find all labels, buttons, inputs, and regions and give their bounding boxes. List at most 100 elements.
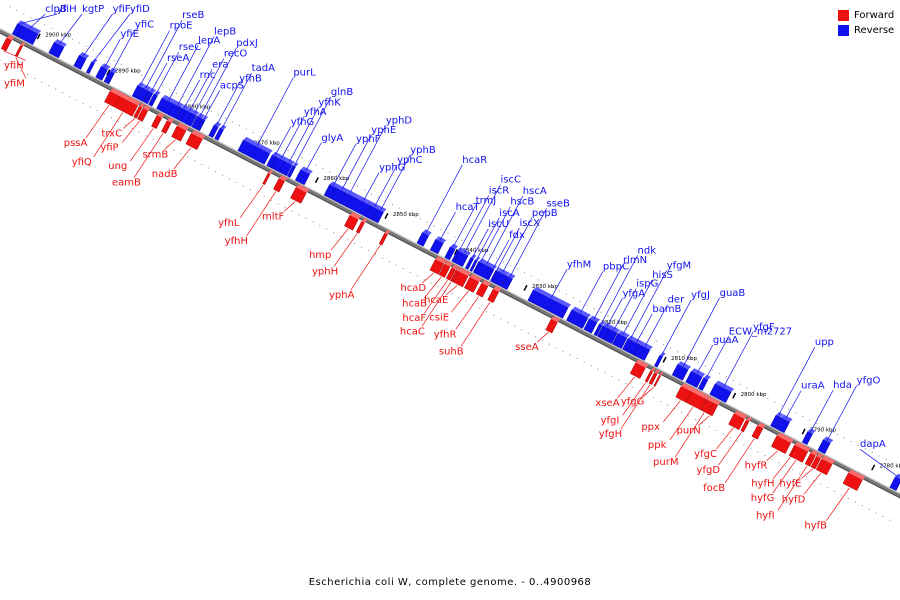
- gene-f-eamB: [161, 120, 172, 134]
- gene-label: hscA: [523, 186, 547, 197]
- guide-dot: [656, 340, 658, 342]
- leader-line: [620, 384, 651, 430]
- guide-dot: [493, 314, 495, 316]
- leader-line: [472, 228, 489, 258]
- guide-dot: [597, 368, 599, 370]
- guide-dot: [669, 347, 672, 349]
- gene-label: yphA: [329, 290, 355, 301]
- gene-r-kgtP-top: [54, 39, 67, 48]
- guide-dot: [27, 74, 29, 76]
- leader-line: [82, 13, 113, 57]
- guide-dot: [523, 272, 526, 274]
- guide-dot: [34, 77, 36, 79]
- guide-dot: [350, 182, 352, 184]
- leader-line: [122, 120, 140, 143]
- gene-r-glnB-top: [292, 162, 299, 167]
- leader-line: [333, 233, 358, 267]
- guide-dot: [618, 379, 620, 381]
- leader-line: [772, 457, 791, 479]
- gene-label: hmp: [309, 250, 331, 261]
- guide-dot: [697, 361, 699, 364]
- gene-f-yfgH-top: [654, 369, 661, 374]
- gene-label: sseB: [546, 198, 570, 209]
- guide-dot: [176, 92, 178, 94]
- leader-line: [439, 211, 456, 241]
- leader-line: [350, 245, 381, 290]
- gene-r-guaA: [685, 370, 703, 388]
- guide-dot: [124, 124, 126, 126]
- gene-f-yfhH: [273, 178, 285, 193]
- guide-dot: [280, 146, 282, 148]
- guide-dot: [683, 354, 686, 356]
- gene-f-ppk-top: [691, 388, 710, 400]
- leader-line: [460, 301, 491, 347]
- gene-label: hcaT: [456, 202, 481, 213]
- gene-f-ppx-top: [681, 383, 695, 392]
- guide-dot: [75, 99, 78, 101]
- gene-f-xseA-top: [635, 359, 649, 368]
- gene-label: yfgI: [601, 415, 620, 426]
- guide-dot: [85, 45, 88, 48]
- gene-label: focB: [703, 483, 725, 494]
- guide-dot: [68, 95, 71, 97]
- gene-label: yphF: [356, 134, 381, 145]
- guide-dot: [516, 268, 519, 270]
- axis-tick-label: 2850 kbp: [393, 212, 419, 218]
- guide-dot: [513, 325, 516, 327]
- guide-dot: [440, 229, 442, 231]
- gene-f-trxC-top: [139, 103, 145, 108]
- gene-f-hyfB-top: [848, 469, 866, 480]
- guide-dot: [548, 343, 550, 345]
- guide-dot: [238, 124, 241, 127]
- guide-dot: [402, 268, 404, 270]
- leader-line: [630, 270, 668, 339]
- guide-dot: [228, 178, 231, 180]
- legend-reverse[interactable]: Reverse: [838, 23, 894, 38]
- gene-f-hyfG-top: [795, 442, 811, 452]
- guide-dot: [430, 282, 432, 284]
- gene-label: yfhL: [218, 218, 240, 229]
- guide-dot: [217, 114, 220, 116]
- leader-line: [606, 298, 623, 327]
- guide-dot: [479, 307, 481, 309]
- gene-f-hyfB: [842, 472, 863, 491]
- gene-r-rlmN: [583, 318, 598, 334]
- gene-r-yfhM-top: [533, 286, 572, 308]
- gene-label: ndk: [638, 245, 657, 256]
- gene-label: yfgC: [694, 449, 717, 460]
- guide-dot: [426, 221, 428, 224]
- legend-reverse-label: Reverse: [854, 25, 895, 36]
- gene-label: hisS: [652, 270, 673, 281]
- guide-dot: [301, 157, 303, 159]
- gene-label: yfgO: [857, 376, 881, 387]
- guide-dot: [374, 253, 377, 255]
- gene-label: hyfG: [751, 493, 775, 504]
- gene-r-yfhA-top: [276, 153, 289, 162]
- guide-dot: [562, 350, 564, 352]
- gene-label: hyfI: [756, 510, 775, 521]
- axis-tick-mark: [732, 392, 737, 399]
- gene-r-rseB: [136, 87, 149, 102]
- leader-line: [123, 118, 135, 129]
- guide-dot: [653, 397, 655, 399]
- guide-dot: [583, 361, 585, 363]
- guide-dot: [690, 358, 693, 360]
- leader-line: [189, 69, 213, 112]
- guide-dot: [152, 138, 154, 140]
- gene-label: yfhH: [225, 236, 248, 247]
- gene-f-srmB-top: [177, 122, 190, 131]
- leader-line: [194, 58, 225, 114]
- leader-line: [246, 191, 277, 237]
- legend-forward[interactable]: Forward: [838, 8, 894, 23]
- guide-dot: [437, 285, 439, 288]
- gene-label: hda: [833, 380, 852, 391]
- gene-label: dapA: [860, 439, 886, 450]
- gene-r-rpoE-top: [137, 82, 145, 88]
- gene-f-hyfR: [771, 435, 792, 454]
- guide-dot: [284, 206, 286, 209]
- gene-label: fdx: [509, 230, 525, 241]
- gene-f-yphH: [355, 220, 365, 234]
- guide-dot: [377, 196, 380, 198]
- gene-f-yfhL-top: [268, 169, 274, 175]
- gene-r-yfhK: [279, 161, 293, 177]
